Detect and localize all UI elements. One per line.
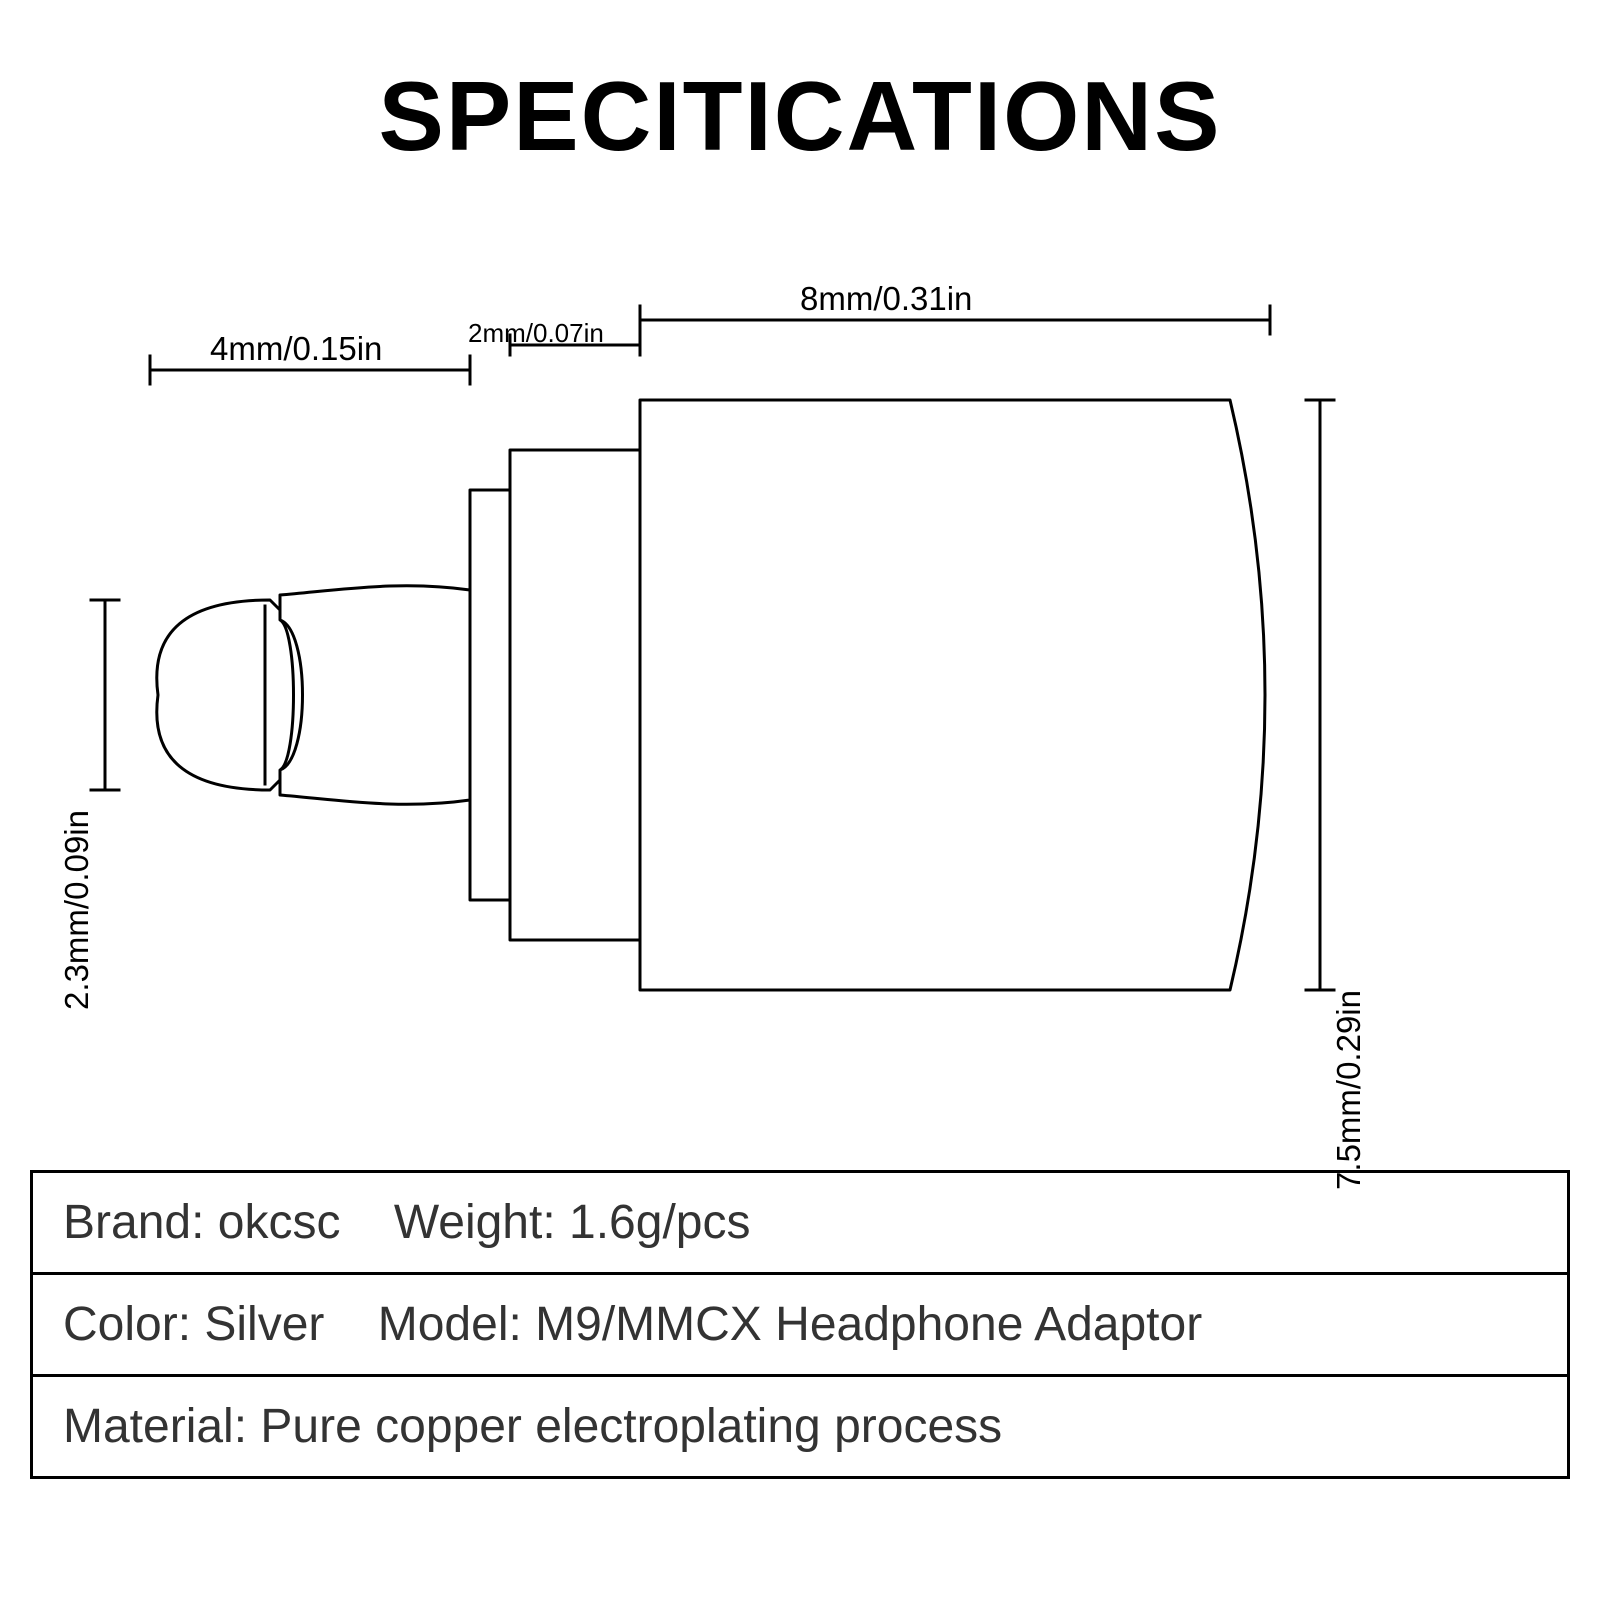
dim-label-d3: 8mm/0.31in: [800, 280, 972, 318]
spec-cell: Brand: okcsc Weight: 1.6g/pcs: [32, 1172, 1569, 1274]
dim-label-d1: 4mm/0.15in: [210, 330, 382, 368]
dim-label-d5: 7.5mm/0.29in: [1330, 990, 1368, 1190]
spec-value: M9/MMCX Headphone Adaptor: [535, 1298, 1202, 1351]
spec-row: Brand: okcsc Weight: 1.6g/pcs: [32, 1172, 1569, 1274]
spec-value: 1.6g/pcs: [569, 1196, 750, 1249]
spec-cell: Material: Pure copper electroplating pro…: [32, 1376, 1569, 1478]
technical-diagram: 4mm/0.15in 2mm/0.07in 8mm/0.31in 2.3mm/0.09…: [30, 270, 1570, 1070]
spec-value: Pure copper electroplating process: [260, 1400, 1002, 1453]
spec-row: Color: Silver Model: M9/MMCX Headphone A…: [32, 1274, 1569, 1376]
dim-label-d2: 2mm/0.07in: [468, 318, 604, 349]
spec-cell: Color: Silver Model: M9/MMCX Headphone A…: [32, 1274, 1569, 1376]
spec-label: Brand: [63, 1196, 191, 1249]
spec-label: Model: [378, 1298, 509, 1351]
spec-row: Material: Pure copper electroplating pro…: [32, 1376, 1569, 1478]
spec-value: okcsc: [218, 1196, 341, 1249]
page-title: SPECITICATIONS: [0, 60, 1600, 173]
spec-value: Silver: [204, 1298, 324, 1351]
spec-label: Weight: [394, 1196, 543, 1249]
spec-table: Brand: okcsc Weight: 1.6g/pcsColor: Silv…: [30, 1170, 1570, 1479]
spec-label: Color: [63, 1298, 178, 1351]
dim-label-d4: 2.3mm/0.09in: [58, 810, 96, 1010]
spec-label: Material: [63, 1400, 234, 1453]
